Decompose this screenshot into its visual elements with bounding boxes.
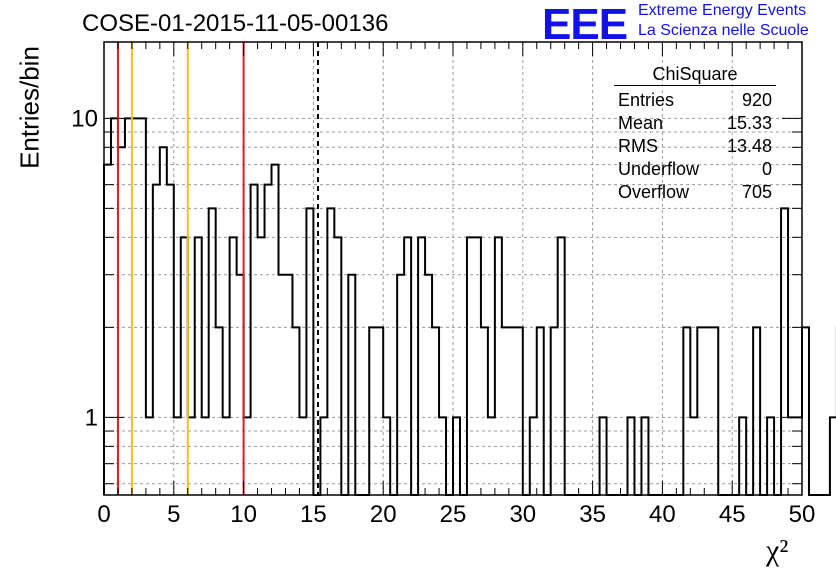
stats-value: 705 (741, 182, 772, 202)
x-tick-label: 10 (230, 501, 257, 528)
eee-logo: EEE (542, 0, 628, 49)
chart-title: COSE-01-2015-11-05-00136 (82, 10, 389, 37)
stats-row: Overflow 705 (610, 182, 780, 205)
stats-label: Underflow (618, 159, 700, 179)
x-tick-label: 0 (97, 501, 110, 528)
x-tick-label: 5 (167, 501, 180, 528)
stats-title: ChiSquare (614, 64, 776, 86)
y-tick-label: 10 (71, 105, 98, 132)
stats-row: Entries 920 (610, 90, 780, 113)
stats-label: Entries (618, 90, 675, 110)
stats-label: Overflow (618, 182, 690, 202)
stats-value: 0 (761, 159, 772, 179)
logo-tagline-2: La Scienza nelle Scuole (638, 22, 809, 39)
stats-row: RMS 13.48 (610, 136, 780, 159)
x-tick-label: 35 (579, 501, 606, 528)
stats-value: 920 (741, 90, 772, 110)
stats-row: Mean 15.33 (610, 113, 780, 136)
y-axis-label: Entries/bin (14, 46, 45, 169)
stats-value: 15.33 (726, 113, 772, 133)
stats-value: 13.48 (726, 136, 772, 156)
x-tick-label: 20 (370, 501, 397, 528)
stats-label: Mean (618, 113, 664, 133)
stats-box: ChiSquare Entries 920 Mean 15.33 RMS 13.48 … (610, 64, 780, 205)
x-tick-label: 30 (509, 501, 536, 528)
y-tick-label: 1 (85, 404, 98, 431)
x-tick-label: 15 (300, 501, 327, 528)
x-axis-label: χ² (766, 534, 789, 567)
x-tick-label: 25 (440, 501, 467, 528)
stats-label: RMS (618, 136, 658, 156)
histogram-series (103, 117, 836, 496)
x-tick-label: 45 (719, 501, 746, 528)
x-tick-label: 50 (789, 501, 816, 528)
x-tick-label: 40 (649, 501, 676, 528)
stats-row: Underflow 0 (610, 159, 780, 182)
logo-tagline-1: Extreme Energy Events (638, 2, 807, 19)
